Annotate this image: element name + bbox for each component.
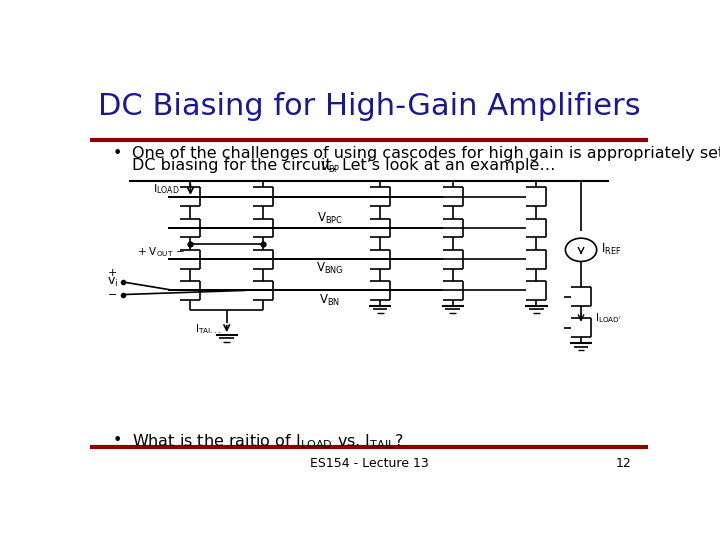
Text: ES154 - Lecture 13: ES154 - Lecture 13 (310, 457, 428, 470)
Text: 12: 12 (616, 457, 631, 470)
Text: •: • (112, 146, 122, 161)
Text: V$_{\mathsf{BN}}$: V$_{\mathsf{BN}}$ (320, 293, 341, 308)
Text: $+$: $+$ (107, 267, 117, 278)
Text: V$_{\mathsf{BPC}}$: V$_{\mathsf{BPC}}$ (317, 211, 343, 226)
Text: DC Biasing for High-Gain Amplifiers: DC Biasing for High-Gain Amplifiers (98, 92, 640, 121)
Text: $-$: $-$ (107, 288, 117, 298)
Text: v$_{\mathsf{i}}$: v$_{\mathsf{i}}$ (107, 275, 118, 288)
Text: I$_{\mathsf{REF}}$: I$_{\mathsf{REF}}$ (600, 242, 621, 258)
Text: $+$ V$_{\mathsf{OUT}}$ $-$: $+$ V$_{\mathsf{OUT}}$ $-$ (137, 246, 185, 260)
Text: •: • (112, 433, 122, 448)
Text: What is the raitio of I$_{\mathsf{LOAD}}$ vs. I$_{\mathsf{TAIL}}$?: What is the raitio of I$_{\mathsf{LOAD}}… (132, 433, 403, 451)
Text: V$_{\mathsf{BP}}$: V$_{\mathsf{BP}}$ (320, 160, 340, 175)
Text: I$_{\mathsf{LOAD'}}$: I$_{\mathsf{LOAD'}}$ (595, 312, 622, 325)
Text: V$_{\mathsf{BNG}}$: V$_{\mathsf{BNG}}$ (316, 261, 343, 276)
Text: DC biasing for the circuit. Let’s look at an example…: DC biasing for the circuit. Let’s look a… (132, 158, 555, 173)
Text: I$_{\mathsf{LOAD}}$: I$_{\mathsf{LOAD}}$ (153, 183, 179, 197)
Text: I$_{\mathsf{TAI...}}$: I$_{\mathsf{TAI...}}$ (195, 322, 221, 336)
Text: One of the challenges of using cascodes for high gain is appropriately setting t: One of the challenges of using cascodes … (132, 146, 720, 161)
